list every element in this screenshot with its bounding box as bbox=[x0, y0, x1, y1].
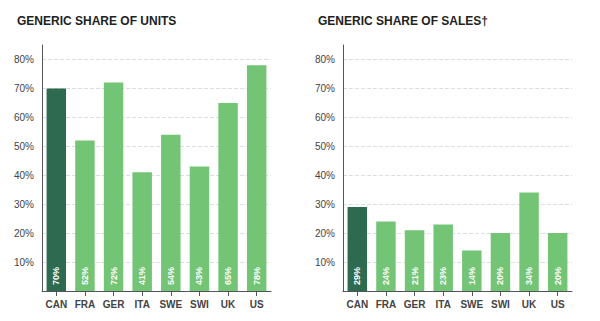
svg-text:20%: 20% bbox=[14, 228, 34, 239]
svg-text:50%: 50% bbox=[315, 141, 335, 152]
svg-text:ITA: ITA bbox=[135, 299, 150, 310]
svg-text:SWE: SWE bbox=[460, 299, 483, 310]
svg-text:43%: 43% bbox=[194, 267, 204, 285]
svg-text:41%: 41% bbox=[137, 267, 147, 285]
svg-text:20%: 20% bbox=[315, 228, 335, 239]
svg-text:US: US bbox=[250, 299, 264, 310]
svg-text:SWE: SWE bbox=[159, 299, 182, 310]
svg-text:20%: 20% bbox=[553, 267, 563, 285]
svg-text:GER: GER bbox=[404, 299, 426, 310]
svg-text:34%: 34% bbox=[524, 267, 534, 285]
svg-text:10%: 10% bbox=[14, 257, 34, 268]
svg-text:30%: 30% bbox=[315, 199, 335, 210]
svg-text:20%: 20% bbox=[495, 267, 505, 285]
svg-text:SWI: SWI bbox=[491, 299, 510, 310]
svg-text:30%: 30% bbox=[14, 199, 34, 210]
svg-text:FRA: FRA bbox=[75, 299, 96, 310]
svg-text:80%: 80% bbox=[315, 54, 335, 65]
svg-text:UK: UK bbox=[522, 299, 537, 310]
svg-text:80%: 80% bbox=[14, 54, 34, 65]
svg-text:70%: 70% bbox=[315, 83, 335, 94]
svg-text:FRA: FRA bbox=[376, 299, 397, 310]
svg-text:29%: 29% bbox=[352, 267, 362, 285]
svg-text:CAN: CAN bbox=[45, 299, 67, 310]
svg-text:24%: 24% bbox=[381, 267, 391, 285]
svg-text:70%: 70% bbox=[14, 83, 34, 94]
svg-text:60%: 60% bbox=[14, 112, 34, 123]
svg-text:50%: 50% bbox=[14, 141, 34, 152]
svg-text:78%: 78% bbox=[252, 267, 262, 285]
svg-text:23%: 23% bbox=[438, 267, 448, 285]
svg-text:GENERIC SHARE OF SALES†: GENERIC SHARE OF SALES† bbox=[318, 14, 488, 28]
svg-text:CAN: CAN bbox=[346, 299, 368, 310]
svg-text:60%: 60% bbox=[315, 112, 335, 123]
svg-text:US: US bbox=[551, 299, 565, 310]
svg-text:70%: 70% bbox=[51, 267, 61, 285]
svg-text:GENERIC SHARE OF UNITS: GENERIC SHARE OF UNITS bbox=[17, 14, 176, 28]
svg-text:14%: 14% bbox=[467, 267, 477, 285]
svg-text:40%: 40% bbox=[315, 170, 335, 181]
svg-text:SWI: SWI bbox=[190, 299, 209, 310]
svg-text:72%: 72% bbox=[109, 267, 119, 285]
svg-text:54%: 54% bbox=[166, 267, 176, 285]
svg-text:52%: 52% bbox=[80, 267, 90, 285]
svg-text:UK: UK bbox=[221, 299, 236, 310]
svg-text:10%: 10% bbox=[315, 257, 335, 268]
svg-text:ITA: ITA bbox=[436, 299, 451, 310]
svg-text:21%: 21% bbox=[410, 267, 420, 285]
svg-text:40%: 40% bbox=[14, 170, 34, 181]
svg-text:GER: GER bbox=[103, 299, 125, 310]
svg-text:65%: 65% bbox=[223, 267, 233, 285]
